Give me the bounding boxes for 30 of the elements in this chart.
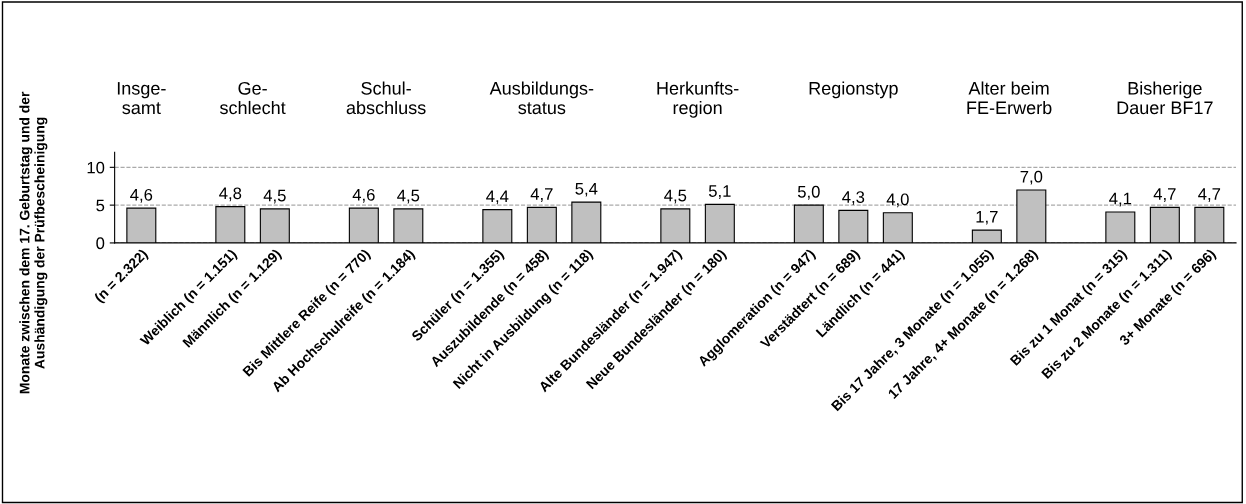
data-label: 4,5 xyxy=(397,189,420,204)
text: Schul- abschluss xyxy=(346,81,426,115)
data-label: 4,7 xyxy=(1153,188,1176,202)
text: Bisherige Dauer BF17 xyxy=(1117,81,1213,115)
data-label: 4,7 xyxy=(530,188,553,202)
data-label: 7,0 xyxy=(1020,170,1043,185)
text: Insge- samt xyxy=(117,82,166,115)
data-label: 4,1 xyxy=(1109,192,1132,207)
text: Herkunfts- region xyxy=(657,81,739,118)
text: Alter beim FE-Erwerb xyxy=(967,81,1052,115)
data-label: 4,8 xyxy=(219,187,242,202)
data-label: 4,6 xyxy=(352,188,375,203)
data-label: 5,1 xyxy=(708,185,731,199)
y-tick-label: 0 xyxy=(96,237,105,250)
data-label: 4,4 xyxy=(486,190,509,205)
y-tick-label: 10 xyxy=(87,161,105,174)
data-label: 4,5 xyxy=(664,189,687,204)
text: Ausbildungs- status xyxy=(489,81,594,115)
data-label: 4,3 xyxy=(842,191,865,205)
data-label: 4,0 xyxy=(886,193,909,208)
data-label: 5,4 xyxy=(575,183,598,197)
data-label: 4,5 xyxy=(263,189,286,204)
data-label: 4,6 xyxy=(130,188,153,203)
text: Regionstyp xyxy=(809,81,898,99)
data-label: 4,7 xyxy=(1198,188,1221,202)
text: Ge- schlecht xyxy=(219,81,286,115)
y-tick-label: 5 xyxy=(96,199,105,212)
data-label: 5,0 xyxy=(797,185,820,200)
y-axis-title: Monate zwischen dem 17. Geburtstag und der Aushändigung der Prüfbescheinigung xyxy=(19,91,48,394)
data-label: 1,7 xyxy=(976,210,998,225)
